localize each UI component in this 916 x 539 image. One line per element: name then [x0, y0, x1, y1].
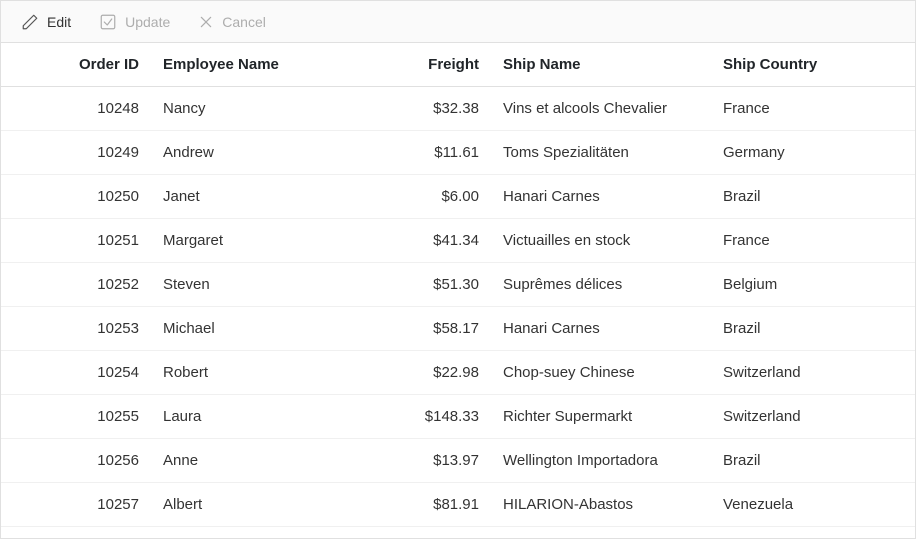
cell-ship-country: Brazil	[711, 188, 871, 205]
cell-order-id: 10248	[1, 100, 151, 117]
cell-employee: Anne	[151, 452, 371, 469]
cell-ship-country: Belgium	[711, 276, 871, 293]
update-button: Update	[99, 13, 170, 31]
cell-order-id: 10257	[1, 496, 151, 513]
header-ship-country[interactable]: Ship Country	[711, 56, 871, 73]
cell-order-id: 10255	[1, 408, 151, 425]
cell-employee: Albert	[151, 496, 371, 513]
cell-ship-name: Hanari Carnes	[491, 320, 711, 337]
cell-ship-name: HILARION-Abastos	[491, 496, 711, 513]
edit-label: Edit	[47, 14, 71, 30]
cell-ship-country: Brazil	[711, 320, 871, 337]
cell-ship-name: Toms Spezialitäten	[491, 144, 711, 161]
cell-ship-country: France	[711, 100, 871, 117]
cell-ship-name: Suprêmes délices	[491, 276, 711, 293]
toolbar: Edit Update Cancel	[1, 1, 915, 43]
data-grid: Edit Update Cancel Order ID Employee Nam	[0, 0, 916, 539]
cell-order-id: 10251	[1, 232, 151, 249]
cell-freight: $6.00	[371, 188, 491, 205]
table-row[interactable]: 10249Andrew$11.61Toms SpezialitätenGerma…	[1, 131, 915, 175]
cell-employee: Michael	[151, 320, 371, 337]
cell-freight: $51.30	[371, 276, 491, 293]
cell-order-id: 10256	[1, 452, 151, 469]
pencil-icon	[21, 13, 39, 31]
cell-employee: Robert	[151, 364, 371, 381]
cell-ship-country: France	[711, 232, 871, 249]
table-row[interactable]: 10251Margaret$41.34Victuailles en stockF…	[1, 219, 915, 263]
table-row[interactable]: 10255Laura$148.33Richter SupermarktSwitz…	[1, 395, 915, 439]
cell-freight: $13.97	[371, 452, 491, 469]
edit-button[interactable]: Edit	[21, 13, 71, 31]
header-employee[interactable]: Employee Name	[151, 56, 371, 73]
save-icon	[99, 13, 117, 31]
table-row[interactable]: 10252Steven$51.30Suprêmes délicesBelgium	[1, 263, 915, 307]
cell-employee: Janet	[151, 188, 371, 205]
cell-ship-name: Vins et alcools Chevalier	[491, 100, 711, 117]
table-row[interactable]: 10250Janet$6.00Hanari CarnesBrazil	[1, 175, 915, 219]
cell-freight: $148.33	[371, 408, 491, 425]
grid-body[interactable]: 10248Nancy$32.38Vins et alcools Chevalie…	[1, 87, 915, 538]
cell-ship-country: Brazil	[711, 452, 871, 469]
table-row[interactable]: 10253Michael$58.17Hanari CarnesBrazil	[1, 307, 915, 351]
column-headers: Order ID Employee Name Freight Ship Name…	[1, 43, 915, 87]
cell-order-id: 10252	[1, 276, 151, 293]
header-freight[interactable]: Freight	[371, 56, 491, 73]
cell-freight: $58.17	[371, 320, 491, 337]
cell-employee: Steven	[151, 276, 371, 293]
cell-employee: Laura	[151, 408, 371, 425]
cell-ship-country: Switzerland	[711, 408, 871, 425]
cell-order-id: 10254	[1, 364, 151, 381]
cell-freight: $41.34	[371, 232, 491, 249]
cell-ship-name: Chop-suey Chinese	[491, 364, 711, 381]
header-ship-name[interactable]: Ship Name	[491, 56, 711, 73]
cell-freight: $11.61	[371, 144, 491, 161]
cancel-label: Cancel	[222, 14, 266, 30]
cell-employee: Margaret	[151, 232, 371, 249]
cell-order-id: 10250	[1, 188, 151, 205]
header-order-id[interactable]: Order ID	[1, 56, 151, 73]
update-label: Update	[125, 14, 170, 30]
cell-ship-name: Hanari Carnes	[491, 188, 711, 205]
table-row[interactable]: 10254Robert$22.98Chop-suey ChineseSwitze…	[1, 351, 915, 395]
cell-ship-country: Venezuela	[711, 496, 871, 513]
cell-freight: $22.98	[371, 364, 491, 381]
cell-freight: $32.38	[371, 100, 491, 117]
cell-employee: Andrew	[151, 144, 371, 161]
cell-ship-name: Wellington Importadora	[491, 452, 711, 469]
cell-employee: Nancy	[151, 100, 371, 117]
table-row[interactable]: 10257Albert$81.91HILARION-AbastosVenezue…	[1, 483, 915, 527]
close-icon	[198, 14, 214, 30]
cell-freight: $81.91	[371, 496, 491, 513]
table-row[interactable]: 10256Anne$13.97Wellington ImportadoraBra…	[1, 439, 915, 483]
cancel-button: Cancel	[198, 14, 266, 30]
cell-order-id: 10253	[1, 320, 151, 337]
cell-ship-country: Switzerland	[711, 364, 871, 381]
cell-ship-country: Germany	[711, 144, 871, 161]
cell-order-id: 10249	[1, 144, 151, 161]
cell-ship-name: Richter Supermarkt	[491, 408, 711, 425]
cell-ship-name: Victuailles en stock	[491, 232, 711, 249]
table-row[interactable]: 10248Nancy$32.38Vins et alcools Chevalie…	[1, 87, 915, 131]
